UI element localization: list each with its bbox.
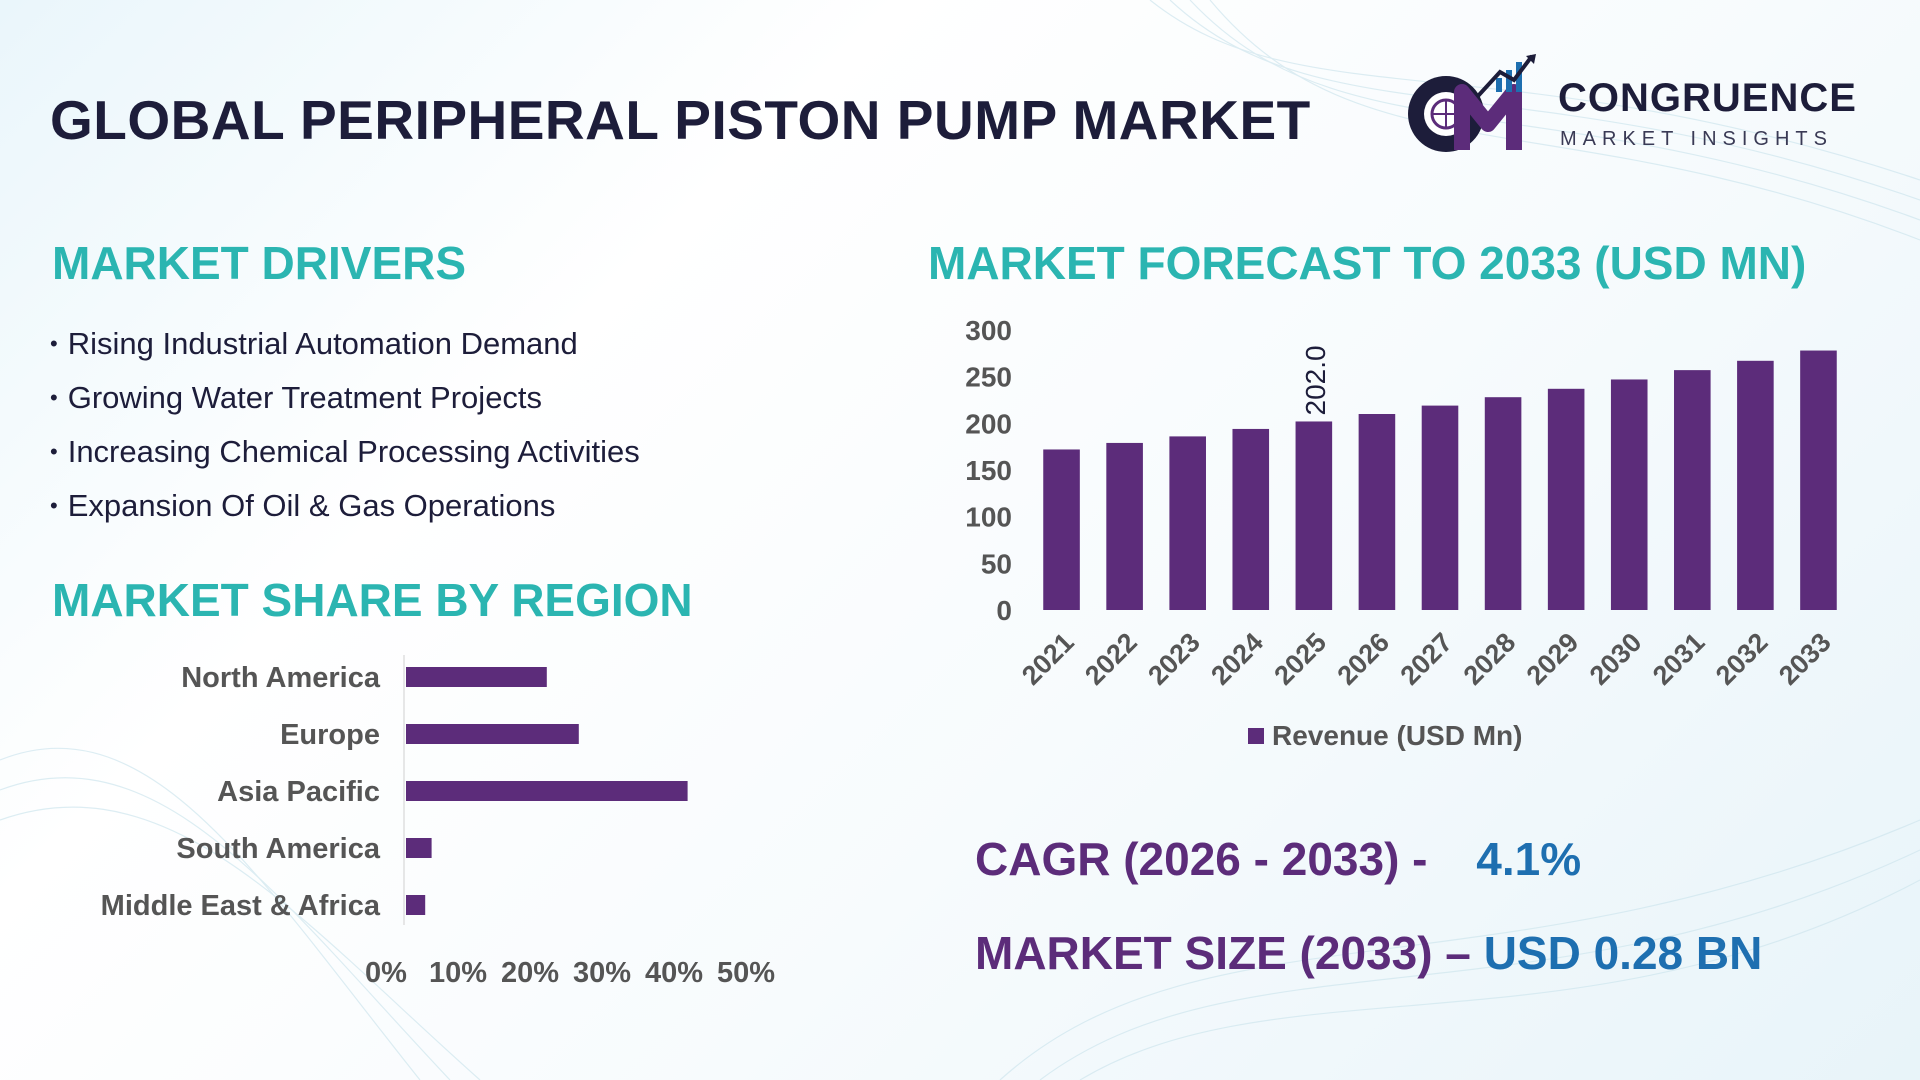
bar-2033 — [1800, 350, 1837, 610]
drivers-heading: MARKET DRIVERS — [52, 237, 467, 289]
bar-2030 — [1610, 379, 1648, 610]
legend-label: Revenue (USD Mn) — [1272, 720, 1522, 751]
x-tick-label: 2032 — [1710, 627, 1774, 691]
bar-south-america — [406, 838, 432, 858]
x-tick-label: 2031 — [1647, 627, 1711, 691]
y-tick-label: 250 — [965, 362, 1012, 393]
driver-item: Rising Industrial Automation Demand — [50, 322, 640, 376]
x-tick-label: 20% — [501, 957, 559, 989]
bar-2032 — [1737, 360, 1774, 610]
y-tick-label: 200 — [965, 408, 1012, 439]
y-tick-label: 150 — [965, 455, 1012, 486]
x-tick-label: 2029 — [1521, 627, 1585, 691]
category-label: South America — [176, 833, 380, 865]
region-heading: MARKET SHARE BY REGION — [52, 574, 693, 626]
x-tick-label: 2033 — [1773, 627, 1837, 691]
x-tick-label: 2022 — [1079, 627, 1143, 691]
market-size-value: USD 0.28 BN — [1483, 927, 1763, 979]
y-tick-label: 0 — [996, 595, 1012, 626]
legend-swatch — [1248, 728, 1264, 744]
bar-middle-east-africa — [406, 895, 426, 915]
logo-mark-icon — [1408, 54, 1536, 152]
drivers-list: Rising Industrial Automation Demand Grow… — [50, 322, 640, 538]
data-label: 202.0 — [1300, 345, 1331, 415]
y-tick-label: 100 — [965, 502, 1012, 533]
x-tick-label: 10% — [429, 957, 487, 989]
bar-2028 — [1484, 397, 1522, 610]
bar-2025 — [1295, 421, 1333, 610]
bar-2031 — [1674, 370, 1711, 610]
bar-europe — [406, 724, 579, 744]
x-tick-label: 2021 — [1016, 627, 1080, 691]
bar-2021 — [1043, 449, 1080, 610]
market-size-label: MARKET SIZE (2033) – — [975, 927, 1471, 979]
bar-2022 — [1106, 442, 1143, 610]
category-label: Asia Pacific — [217, 776, 380, 808]
market-size-kpi: MARKET SIZE (2033) – USD 0.28 BN — [975, 926, 1762, 980]
x-tick-label: 2026 — [1331, 627, 1395, 691]
x-tick-label: 2024 — [1205, 627, 1269, 691]
region-bar-chart: North America Europe Asia Pacific South Ame… — [101, 655, 775, 989]
category-label: Europe — [280, 719, 380, 751]
x-tick-label: 30% — [573, 957, 631, 989]
driver-item: Expansion Of Oil & Gas Operations — [50, 484, 640, 538]
bar-2027 — [1421, 405, 1459, 610]
x-tick-label: 2025 — [1268, 627, 1332, 691]
bar-asia-pacific — [406, 781, 688, 801]
forecast-heading: MARKET FORECAST TO 2033 (USD MN) — [928, 237, 1807, 289]
logo-wordmark: CONGRUENCE — [1558, 76, 1857, 120]
x-tick-label: 2028 — [1458, 627, 1522, 691]
bar-2029 — [1547, 388, 1585, 610]
page-title: GLOBAL PERIPHERAL PISTON PUMP MARKET — [50, 89, 1311, 151]
logo-subtitle: MARKET INSIGHTS — [1560, 128, 1833, 150]
driver-item: Increasing Chemical Processing Activitie… — [50, 430, 640, 484]
x-tick-label: 2023 — [1142, 627, 1206, 691]
bar-2023 — [1169, 436, 1206, 610]
x-tick-label: 2027 — [1395, 627, 1459, 691]
category-label: North America — [181, 662, 381, 694]
x-tick-label: 2030 — [1584, 627, 1648, 691]
cagr-kpi: CAGR (2026 - 2033) - 4.1% — [975, 832, 1581, 886]
y-tick-label: 50 — [981, 548, 1012, 579]
bar-2024 — [1232, 428, 1270, 610]
company-logo: CONGRUENCE MARKET INSIGHTS — [1400, 52, 1900, 162]
x-tick-label: 40% — [645, 957, 703, 989]
y-tick-label: 300 — [965, 315, 1012, 346]
category-label: Middle East & Africa — [101, 890, 381, 922]
bar-2026 — [1358, 414, 1396, 610]
cagr-value: 4.1% — [1476, 833, 1582, 885]
x-tick-label: 0% — [365, 957, 407, 989]
cagr-label: CAGR (2026 - 2033) - — [975, 833, 1428, 885]
x-tick-label: 50% — [717, 957, 775, 989]
bar-north-america — [406, 667, 547, 687]
driver-item: Growing Water Treatment Projects — [50, 376, 640, 430]
